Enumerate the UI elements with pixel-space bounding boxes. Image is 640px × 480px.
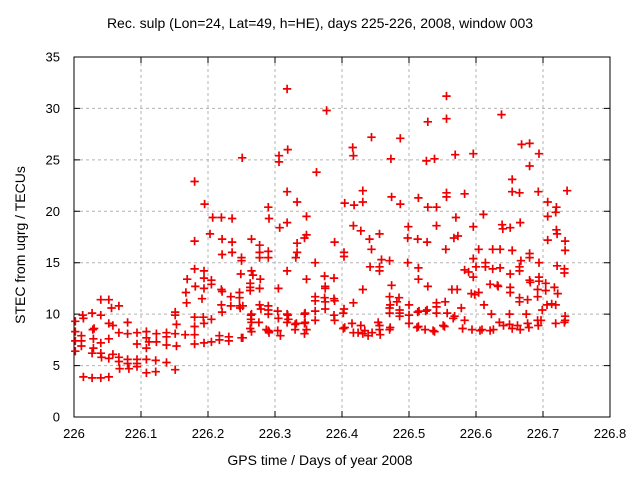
x-tick-label: 226 <box>63 426 85 441</box>
grid-lines <box>74 57 610 417</box>
x-tick-labels: 226 226.1 226.2 226.3 226.4 226.5 226.6 226.7 22… <box>63 426 626 441</box>
y-tick-labels: 0 5 10 15 20 25 30 35 <box>46 50 60 425</box>
y-tick-label: 5 <box>53 358 60 373</box>
x-axis-label: GPS time / Days of year 2008 <box>227 452 413 468</box>
scatter-points <box>71 84 572 383</box>
x-tick-label: 226.4 <box>326 426 359 441</box>
axis-tick-marks <box>73 56 611 418</box>
y-tick-label: 0 <box>53 410 60 425</box>
y-tick-label: 15 <box>46 255 60 270</box>
y-tick-label: 35 <box>46 50 60 65</box>
y-tick-label: 10 <box>46 307 60 322</box>
x-tick-label: 226.3 <box>259 426 292 441</box>
y-tick-label: 30 <box>46 101 60 116</box>
x-tick-label: 226.2 <box>192 426 225 441</box>
y-tick-label: 20 <box>46 204 60 219</box>
chart-title: Rec. sulp (Lon=24, Lat=49, h=HE), days 2… <box>106 15 534 31</box>
y-tick-label: 25 <box>46 152 60 167</box>
x-tick-label: 226.7 <box>527 426 560 441</box>
x-tick-label: 226.6 <box>460 426 493 441</box>
x-tick-label: 226.8 <box>594 426 627 441</box>
x-tick-label: 226.1 <box>125 426 158 441</box>
x-tick-label: 226.5 <box>393 426 426 441</box>
